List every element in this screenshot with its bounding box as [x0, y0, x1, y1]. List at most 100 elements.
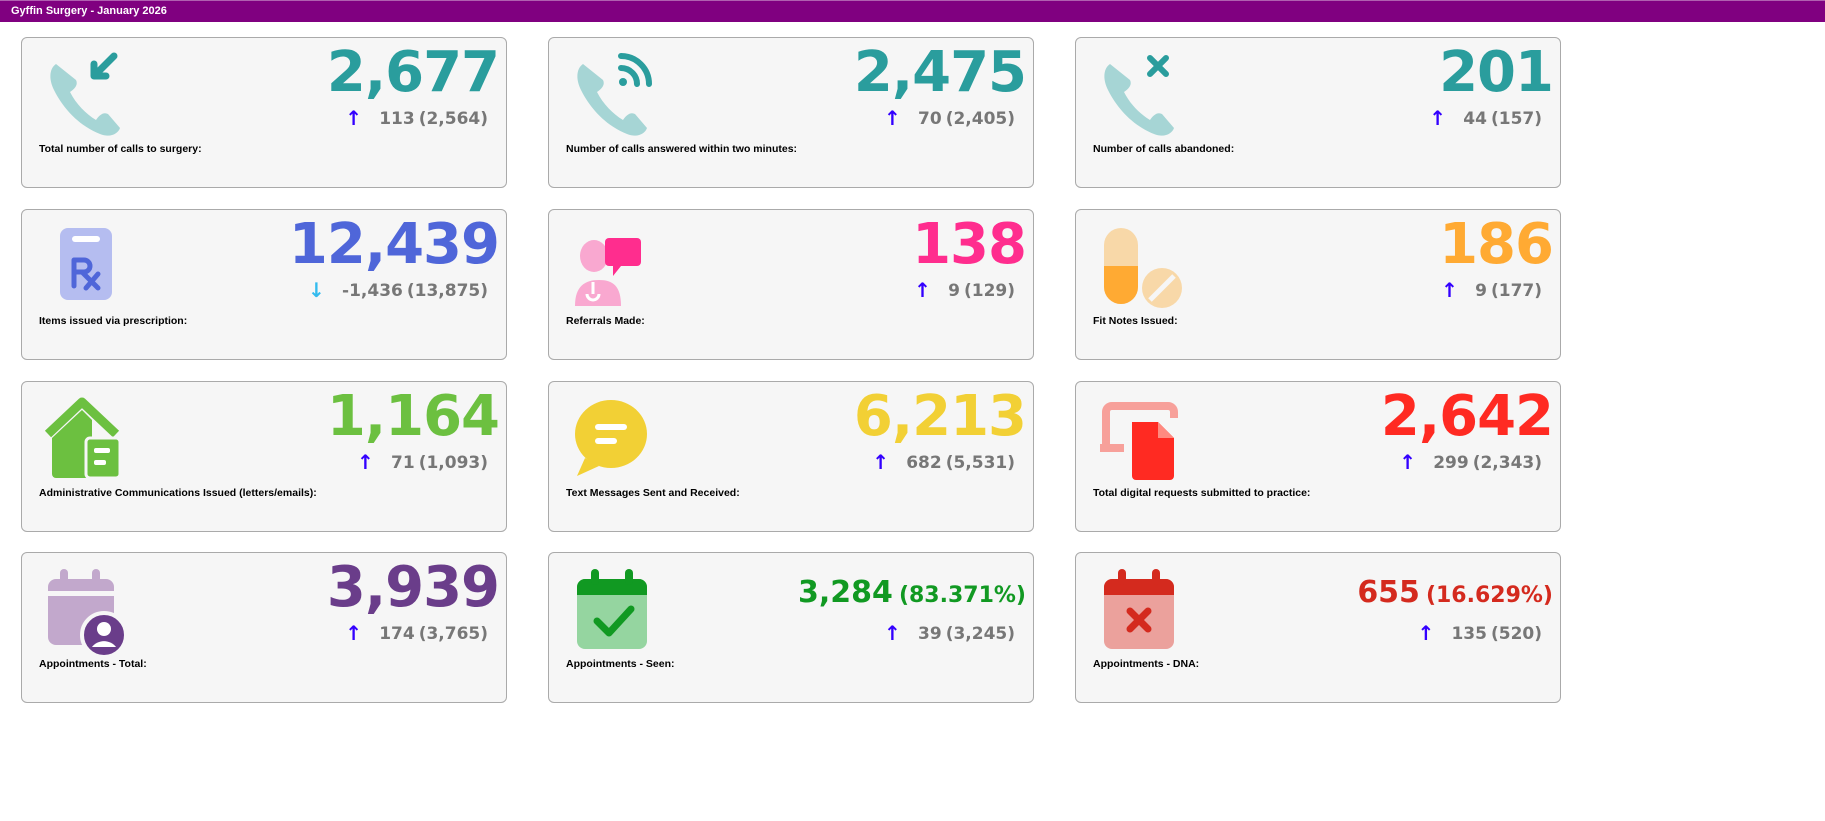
kpi-value-wrap: 201: [1439, 40, 1554, 105]
arrow-up-icon: ↑: [884, 106, 901, 130]
kpi-label: Number of calls answered within two minu…: [566, 143, 798, 155]
kpi-card: 6,213 ↑ 682 (5,531) Text Messages Sent and R…: [548, 381, 1034, 532]
kpi-label: Items issued via prescription:: [39, 315, 188, 327]
kpi-previous-value: (520): [1490, 624, 1542, 644]
kpi-previous-value: (1,093): [418, 453, 488, 473]
kpi-value: 3,939: [326, 555, 500, 620]
kpi-label: Total digital requests submitted to prac…: [1093, 487, 1311, 499]
kpi-value-wrap: 2,642: [1380, 384, 1554, 449]
kpi-value-wrap: 3,284 (83.371%): [798, 575, 1026, 610]
kpi-percent: (83.371%): [898, 583, 1026, 608]
kpi-change-value: 682: [906, 453, 942, 473]
arrow-up-icon: ↑: [345, 106, 362, 130]
kpi-value: 12,439: [288, 212, 500, 277]
kpi-change-value: 135: [1451, 624, 1487, 644]
pills-icon: [1096, 222, 1186, 312]
kpi-previous-value: (5,531): [945, 453, 1015, 473]
calendar-check-icon: [569, 565, 659, 655]
kpi-change: ↓ -1,436 (13,875): [308, 278, 488, 302]
kpi-previous-value: (3,765): [418, 624, 488, 644]
kpi-card: 1,164 ↑ 71 (1,093) Administrative Communicat…: [21, 381, 507, 532]
kpi-value: 2,642: [1380, 384, 1554, 449]
arrow-up-icon: ↑: [872, 450, 889, 474]
kpi-card: 3,939 ↑ 174 (3,765) Appointments - Total:: [21, 552, 507, 703]
arrow-up-icon: ↑: [345, 621, 362, 645]
kpi-value-wrap: 2,677: [326, 40, 500, 105]
kpi-previous-value: (2,564): [418, 109, 488, 129]
kpi-previous-value: (177): [1490, 281, 1542, 301]
kpi-previous-value: (129): [963, 281, 1015, 301]
kpi-card: 2,642 ↑ 299 (2,343) Total digital requests s…: [1075, 381, 1561, 532]
kpi-value: 186: [1439, 212, 1554, 277]
kpi-label: Text Messages Sent and Received:: [566, 487, 740, 499]
kpi-value-wrap: 2,475: [853, 40, 1027, 105]
kpi-change: ↑ 9 (177): [1441, 278, 1542, 302]
calendar-user-icon: [42, 565, 132, 659]
kpi-card: 2,677 ↑ 113 (2,564) Total number of calls to…: [21, 37, 507, 188]
kpi-change: ↑ 299 (2,343): [1399, 450, 1542, 474]
phone-answered-icon: [569, 50, 659, 140]
kpi-label: Appointments - Total:: [39, 658, 147, 670]
page-title: Gyffin Surgery - January 2026: [11, 5, 167, 17]
kpi-change-value: 71: [391, 453, 415, 473]
house-letter-icon: [42, 394, 132, 484]
arrow-up-icon: ↑: [1441, 278, 1458, 302]
kpi-change-value: 174: [379, 624, 415, 644]
kpi-change: ↑ 113 (2,564): [345, 106, 488, 130]
arrow-up-icon: ↑: [357, 450, 374, 474]
kpi-value: 2,677: [326, 40, 500, 105]
kpi-value-wrap: 138: [912, 212, 1027, 277]
arrow-up-icon: ↑: [884, 621, 901, 645]
kpi-value: 655: [1357, 575, 1420, 610]
kpi-change-value: 39: [918, 624, 942, 644]
kpi-previous-value: (13,875): [406, 281, 488, 301]
kpi-label: Administrative Communications Issued (le…: [39, 487, 317, 499]
kpi-label: Total number of calls to surgery:: [39, 143, 202, 155]
digital-document-icon: [1096, 394, 1186, 484]
kpi-change: ↑ 71 (1,093): [357, 450, 488, 474]
kpi-card: 12,439 ↓ -1,436 (13,875) Items issued via pr…: [21, 209, 507, 360]
arrow-up-icon: ↑: [914, 278, 931, 302]
kpi-change-value: -1,436: [342, 281, 403, 301]
kpi-value-wrap: 12,439: [288, 212, 500, 277]
kpi-change: ↑ 70 (2,405): [884, 106, 1015, 130]
kpi-change-value: 9: [1475, 281, 1487, 301]
kpi-value: 138: [912, 212, 1027, 277]
chat-bubble-icon: [569, 394, 659, 484]
calendar-cross-icon: [1096, 565, 1186, 655]
kpi-card: 655 (16.629%) ↑ 135 (520) Appointments - DNA:: [1075, 552, 1561, 703]
kpi-change: ↑ 682 (5,531): [872, 450, 1015, 474]
kpi-previous-value: (2,343): [1472, 453, 1542, 473]
kpi-value: 201: [1439, 40, 1554, 105]
kpi-change-value: 299: [1433, 453, 1469, 473]
kpi-change-value: 113: [379, 109, 415, 129]
phone-incoming-icon: [42, 50, 132, 140]
kpi-change-value: 70: [918, 109, 942, 129]
phone-missed-icon: [1096, 50, 1186, 140]
arrow-down-icon: ↓: [308, 278, 325, 302]
kpi-card: 2,475 ↑ 70 (2,405) Number of calls answered …: [548, 37, 1034, 188]
kpi-card: 186 ↑ 9 (177) Fit Notes Issued:: [1075, 209, 1561, 360]
arrow-up-icon: ↑: [1399, 450, 1416, 474]
kpi-change: ↑ 39 (3,245): [884, 621, 1015, 645]
kpi-change: ↑ 174 (3,765): [345, 621, 488, 645]
kpi-previous-value: (2,405): [945, 109, 1015, 129]
kpi-change: ↑ 135 (520): [1417, 621, 1542, 645]
kpi-value: 2,475: [853, 40, 1027, 105]
kpi-card: 3,284 (83.371%) ↑ 39 (3,245) Appointments - S…: [548, 552, 1034, 703]
kpi-value: 3,284: [798, 575, 893, 610]
kpi-value-wrap: 1,164: [327, 384, 500, 449]
kpi-change: ↑ 44 (157): [1429, 106, 1542, 130]
kpi-value-wrap: 3,939: [326, 555, 500, 620]
kpi-change-value: 9: [948, 281, 960, 301]
kpi-percent: (16.629%): [1425, 583, 1553, 608]
header-bar: Gyffin Surgery - January 2026: [0, 0, 1825, 22]
arrow-up-icon: ↑: [1417, 621, 1435, 645]
kpi-label: Appointments - Seen:: [566, 658, 675, 670]
kpi-label: Number of calls abandoned:: [1093, 143, 1235, 155]
kpi-previous-value: (157): [1490, 109, 1542, 129]
kpi-card: 201 ↑ 44 (157) Number of calls abandoned:: [1075, 37, 1561, 188]
prescription-icon: [42, 222, 132, 312]
kpi-card: 138 ↑ 9 (129) Referrals Made:: [548, 209, 1034, 360]
kpi-value-wrap: 186: [1439, 212, 1554, 277]
